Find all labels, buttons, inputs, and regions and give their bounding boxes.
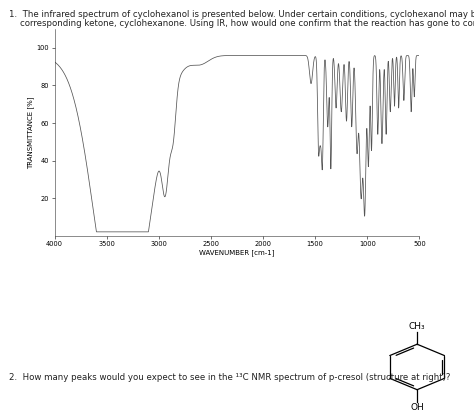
- X-axis label: WAVENUMBER [cm-1]: WAVENUMBER [cm-1]: [199, 249, 275, 256]
- Text: 2.  How many peaks would you expect to see in the ¹³C NMR spectrum of p-cresol (: 2. How many peaks would you expect to se…: [9, 373, 451, 382]
- Y-axis label: TRANSMITTANCE [%]: TRANSMITTANCE [%]: [27, 96, 34, 168]
- Text: 1.  The infrared spectrum of cyclohexanol is presented below. Under certain cond: 1. The infrared spectrum of cyclohexanol…: [9, 10, 474, 20]
- Text: OH: OH: [410, 403, 424, 412]
- Text: corresponding ketone, cyclohexanone. Using IR, how would one confirm that the re: corresponding ketone, cyclohexanone. Usi…: [9, 19, 474, 28]
- Text: CH₃: CH₃: [409, 322, 426, 331]
